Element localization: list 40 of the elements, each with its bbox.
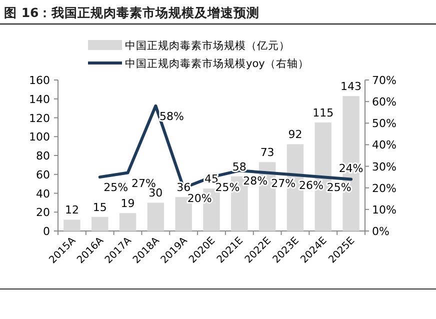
y-tick-label: 160 xyxy=(29,74,50,87)
bar xyxy=(147,202,164,231)
bar xyxy=(119,213,136,231)
y2-tick-label: 40% xyxy=(372,138,396,152)
data-label: 73 xyxy=(260,146,274,160)
y2-tick-label: 20% xyxy=(372,182,396,195)
y-tick-label: 20 xyxy=(36,206,50,220)
data-label: 15 xyxy=(92,200,107,214)
y2-tick-label: 70% xyxy=(372,74,396,87)
y2-tick-label: 60% xyxy=(372,96,396,109)
data-label: 25% xyxy=(104,181,128,194)
y-tick-label: 40 xyxy=(36,187,50,200)
y-tick-label: 0 xyxy=(43,225,50,238)
data-label: 19 xyxy=(120,197,135,210)
y-tick-label: 140 xyxy=(29,92,50,106)
chart-title: 图 16：我国正规肉毒素市场规模及增速预测 xyxy=(4,5,260,20)
data-label: 25% xyxy=(215,181,240,194)
data-label: 20% xyxy=(187,192,212,205)
data-label: 115 xyxy=(312,106,334,120)
data-label: 92 xyxy=(288,128,302,142)
data-label: 27% xyxy=(271,176,296,190)
legend-label: 中国正规肉毒素市场规模yoy（右轴） xyxy=(125,57,309,70)
y2-tick-label: 0% xyxy=(372,225,390,238)
y-tick-label: 60 xyxy=(36,168,50,182)
data-label: 28% xyxy=(243,174,268,188)
data-label: 26% xyxy=(299,178,324,192)
bar xyxy=(64,220,80,231)
data-label: 12 xyxy=(64,204,79,217)
y-tick-label: 100 xyxy=(29,130,50,144)
legend-label: 中国正规肉毒素市场规模（亿元） xyxy=(125,39,290,52)
y-tick-label: 120 xyxy=(29,112,50,125)
data-label: 25% xyxy=(326,181,352,194)
data-label: 58% xyxy=(159,110,184,123)
y2-tick-label: 10% xyxy=(372,203,396,216)
y-tick-label: 80 xyxy=(36,150,50,162)
bar xyxy=(91,216,108,231)
data-label: 143 xyxy=(340,80,362,94)
y2-tick-label: 30% xyxy=(372,160,396,174)
y2-tick-label: 50% xyxy=(372,117,396,130)
data-label: 24% xyxy=(338,162,364,176)
